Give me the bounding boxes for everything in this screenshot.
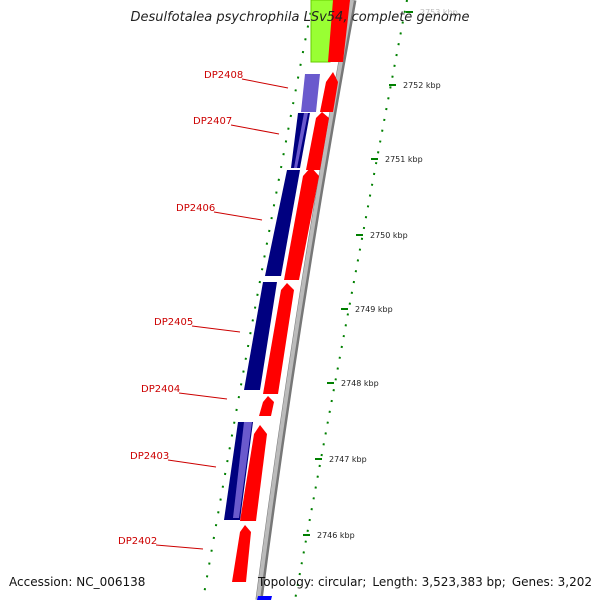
genes-label: Genes: — [511, 575, 554, 589]
scale-tick-label: 2747 kbp — [329, 455, 367, 464]
gene-label: DP2405 — [154, 317, 193, 328]
genome-stats: Topology: circular; Length: 3,523,383 bp;… — [258, 575, 592, 589]
length-value: 3,523,383 bp; — [421, 575, 506, 589]
reverse-cds-arrow-light — [294, 113, 308, 168]
map-title: Desulfotalea psychrophila LSv54, complet… — [130, 10, 470, 25]
gene-label-leader — [230, 124, 280, 135]
reverse-cds-arrow-light — [233, 422, 252, 518]
forward-cds-arrow — [306, 112, 329, 170]
gene-label: DP2402 — [118, 536, 157, 547]
gene-label: DP2403 — [130, 451, 169, 462]
gene-label-leader — [191, 325, 241, 333]
scale-tick-label: 2751 kbp — [385, 155, 423, 164]
forward-cds-arrow — [284, 167, 319, 280]
accession-info: Accession: NC_006138 — [9, 575, 145, 589]
accession-label: Accession: — [9, 575, 73, 589]
reverse-cds-arrow — [257, 596, 272, 600]
gene-label: DP2407 — [193, 116, 232, 127]
reverse-cds-arrow — [244, 282, 277, 390]
scale-tick-label: 2746 kbp — [317, 531, 355, 540]
gene-label-leader — [167, 459, 217, 468]
forward-cds-arrow — [259, 396, 274, 416]
reverse-cds-arrow-light — [301, 74, 320, 112]
length-label: Length: — [372, 575, 418, 589]
gene-label-layer: DP2408 DP2407 DP2406 DP2405 DP2404 DP2403 DP24… — [118, 70, 289, 550]
topology-label: Topology: — [257, 575, 315, 589]
topology-value: circular; — [317, 575, 367, 589]
gene-label: DP2406 — [176, 203, 215, 214]
genes-value: 3,202 — [557, 575, 592, 589]
forward-cds-arrow — [263, 283, 294, 394]
forward-cds-arrow — [328, 0, 350, 62]
scale-label-layer: 2753 kbp 2752 kbp 2751 kbp 2750 kbp 2749 kbp… — [303, 8, 458, 540]
gene-label-leader — [178, 392, 228, 400]
gene-label: DP2408 — [204, 70, 243, 81]
gene-label-leader — [241, 78, 289, 89]
reverse-cds-arrow — [265, 170, 300, 276]
gene-label-leader — [155, 544, 204, 550]
scale-tick-label: 2749 kbp — [355, 305, 393, 314]
forward-cds-arrow — [320, 72, 338, 112]
forward-cds-arrow — [240, 425, 267, 521]
forward-cds-arrow — [232, 525, 251, 582]
accession-value: NC_006138 — [76, 575, 146, 589]
reverse-tick-track-line — [202, 0, 314, 600]
scale-tick-label: 2753 kbp — [420, 8, 458, 17]
gene-label-leader — [213, 211, 263, 221]
gene-label: DP2404 — [141, 384, 180, 395]
scale-tick-label: 2748 kbp — [341, 379, 379, 388]
feature-layer — [224, 0, 350, 600]
scale-tick-label: 2750 kbp — [370, 231, 408, 240]
scale-tick-label: 2752 kbp — [403, 81, 441, 90]
